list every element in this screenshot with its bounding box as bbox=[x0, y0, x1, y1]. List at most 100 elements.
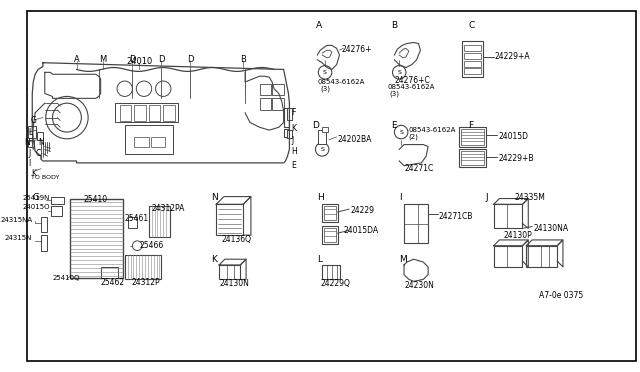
Text: S: S bbox=[320, 147, 324, 152]
Text: A: A bbox=[74, 55, 79, 64]
Text: N: N bbox=[24, 138, 30, 147]
Bar bbox=[404, 204, 428, 243]
Bar bbox=[127, 217, 137, 228]
Bar bbox=[115, 103, 178, 122]
Text: 24315NA: 24315NA bbox=[0, 217, 32, 223]
Text: 24130NA: 24130NA bbox=[533, 224, 568, 232]
Text: 24276+C: 24276+C bbox=[394, 76, 430, 85]
Text: G: G bbox=[30, 116, 36, 125]
Text: D: D bbox=[187, 55, 193, 64]
Bar bbox=[324, 228, 335, 242]
Bar bbox=[272, 84, 284, 96]
Text: 25410: 25410 bbox=[83, 195, 108, 203]
Text: D: D bbox=[129, 55, 136, 64]
Bar bbox=[100, 267, 118, 279]
Text: 24271C: 24271C bbox=[404, 164, 433, 173]
Text: 08543-6162A: 08543-6162A bbox=[409, 127, 456, 133]
Text: M: M bbox=[99, 55, 106, 64]
Bar bbox=[51, 206, 62, 216]
Text: K: K bbox=[291, 124, 296, 133]
Bar bbox=[260, 98, 271, 110]
Bar bbox=[462, 41, 483, 77]
Bar bbox=[322, 265, 339, 279]
Text: 24229: 24229 bbox=[350, 206, 374, 215]
Bar bbox=[526, 246, 557, 267]
Text: B: B bbox=[392, 21, 397, 30]
Bar bbox=[318, 130, 326, 144]
Text: K: K bbox=[31, 169, 36, 178]
Bar bbox=[464, 68, 481, 74]
Text: 24229Q: 24229Q bbox=[320, 279, 350, 288]
Bar bbox=[464, 45, 481, 51]
Text: 24312PA: 24312PA bbox=[152, 204, 185, 213]
Text: (2): (2) bbox=[409, 134, 419, 141]
Bar bbox=[284, 108, 289, 127]
Text: I: I bbox=[399, 193, 402, 202]
Text: G: G bbox=[32, 193, 39, 202]
Text: 24130N: 24130N bbox=[219, 279, 249, 288]
Text: 24136Q: 24136Q bbox=[221, 235, 251, 244]
Bar bbox=[125, 125, 173, 154]
Text: J: J bbox=[28, 150, 31, 158]
Text: J: J bbox=[291, 136, 294, 145]
Text: S: S bbox=[399, 129, 403, 135]
Text: (3): (3) bbox=[389, 91, 399, 97]
Bar bbox=[493, 204, 522, 228]
Bar bbox=[493, 246, 522, 267]
Bar bbox=[272, 98, 284, 110]
Text: 24015O: 24015O bbox=[22, 204, 49, 210]
Text: 24015DA: 24015DA bbox=[343, 227, 378, 235]
Bar bbox=[284, 129, 289, 137]
Bar bbox=[41, 235, 47, 250]
Text: F: F bbox=[468, 121, 474, 129]
Text: C: C bbox=[35, 150, 40, 158]
Text: I: I bbox=[28, 159, 31, 168]
Text: 24229+B: 24229+B bbox=[499, 154, 534, 163]
Bar bbox=[149, 105, 161, 121]
Text: 25466: 25466 bbox=[139, 241, 163, 250]
Bar bbox=[287, 108, 292, 119]
Text: L: L bbox=[28, 128, 33, 137]
Text: 08543-6162A: 08543-6162A bbox=[388, 84, 435, 90]
Text: A: A bbox=[316, 21, 321, 30]
Text: 24015D: 24015D bbox=[499, 132, 529, 141]
Text: M: M bbox=[399, 255, 407, 264]
Text: TO BODY: TO BODY bbox=[31, 176, 60, 180]
Text: L: L bbox=[317, 255, 323, 264]
Text: 25462: 25462 bbox=[100, 279, 125, 288]
Text: 25419N: 25419N bbox=[22, 195, 49, 201]
Bar bbox=[216, 204, 243, 235]
Text: F: F bbox=[291, 108, 296, 117]
Text: 24230N: 24230N bbox=[404, 281, 434, 291]
Bar bbox=[28, 126, 36, 138]
Bar bbox=[461, 151, 484, 165]
Text: E: E bbox=[392, 121, 397, 129]
Bar bbox=[125, 255, 161, 279]
Bar bbox=[41, 217, 47, 232]
Text: (3): (3) bbox=[320, 86, 330, 92]
Text: D: D bbox=[312, 121, 319, 129]
Text: 25410Q: 25410Q bbox=[52, 275, 80, 280]
Text: 24130P: 24130P bbox=[503, 231, 532, 240]
Text: C: C bbox=[468, 21, 475, 30]
Bar bbox=[28, 140, 34, 147]
Bar bbox=[464, 61, 481, 67]
Bar bbox=[163, 105, 175, 121]
Text: S: S bbox=[397, 70, 401, 75]
Text: 24202BA: 24202BA bbox=[337, 135, 372, 144]
Text: H: H bbox=[317, 193, 324, 202]
Text: 08543-6162A: 08543-6162A bbox=[317, 79, 365, 85]
Bar bbox=[260, 84, 271, 96]
Bar bbox=[322, 127, 328, 132]
Bar bbox=[322, 204, 337, 222]
Text: D: D bbox=[158, 55, 164, 64]
Bar bbox=[151, 137, 165, 147]
Bar bbox=[461, 129, 484, 145]
Bar bbox=[464, 53, 481, 59]
Text: A7-0e 0375: A7-0e 0375 bbox=[539, 291, 583, 300]
Bar bbox=[287, 130, 292, 138]
Text: 24229+A: 24229+A bbox=[495, 52, 530, 61]
Text: 25461: 25461 bbox=[125, 214, 149, 223]
Bar bbox=[219, 265, 240, 279]
Bar bbox=[459, 127, 486, 147]
